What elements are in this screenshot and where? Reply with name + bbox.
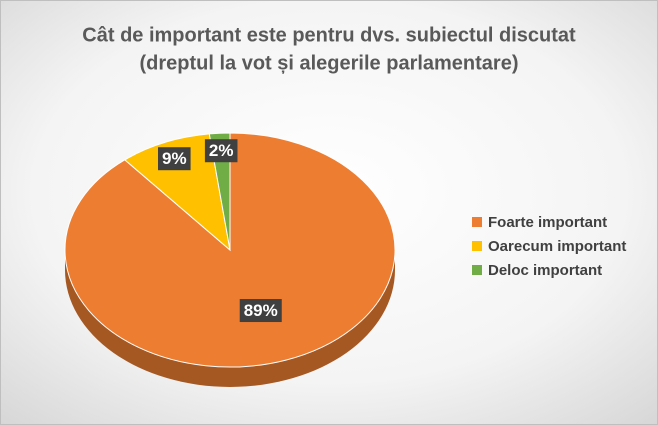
pie-slice xyxy=(208,132,231,251)
legend-swatch xyxy=(472,265,482,275)
legend-swatch xyxy=(472,217,482,227)
data-label-box xyxy=(239,299,282,323)
legend-label: Oarecum important xyxy=(488,238,626,255)
data-label: 2% xyxy=(209,141,234,160)
chart-title: (dreptul la vot și alegerile parlamentar… xyxy=(139,52,518,74)
pie-slice xyxy=(123,133,231,252)
pie-side xyxy=(65,250,395,387)
data-label-box xyxy=(204,139,238,163)
legend-swatch xyxy=(472,241,482,251)
legend-label: Deloc important xyxy=(488,262,602,279)
legend-label: Foarte important xyxy=(488,214,607,231)
chart-title: Cât de important este pentru dvs. subiec… xyxy=(82,24,576,46)
data-label-box xyxy=(158,147,191,171)
data-label: 89% xyxy=(244,301,278,320)
data-label: 9% xyxy=(162,149,187,168)
